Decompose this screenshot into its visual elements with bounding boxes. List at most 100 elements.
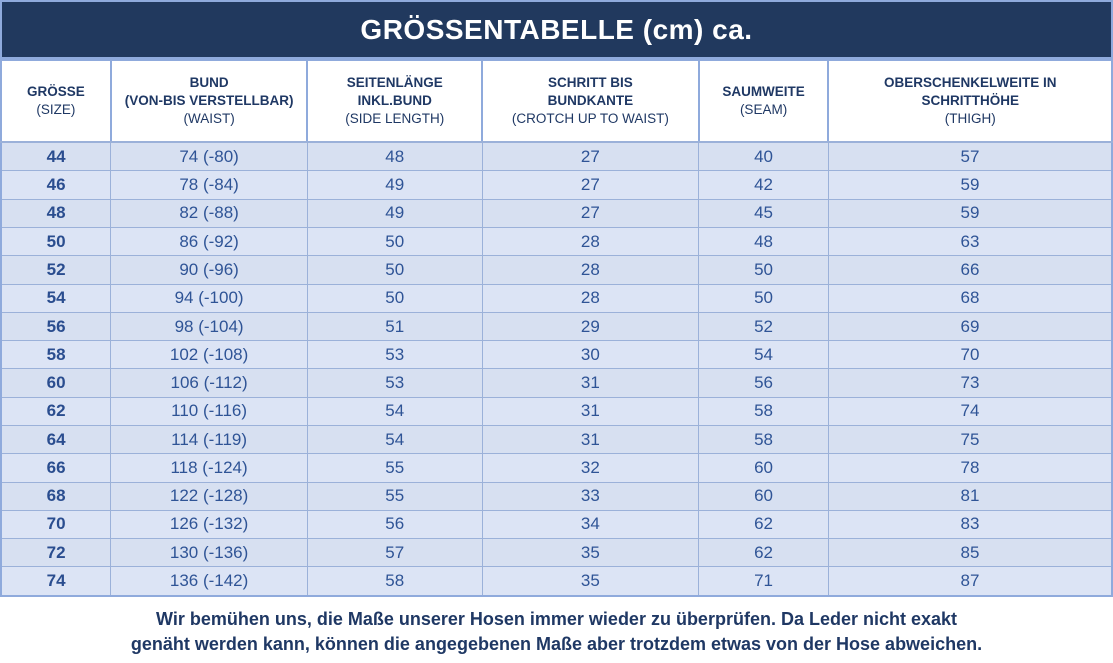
table-row: 46 78 (-84) 49 27 42 59 <box>0 170 1113 200</box>
value-cell: 30 <box>481 340 700 370</box>
value-cell: 78 (-84) <box>110 170 308 200</box>
size-cell: 62 <box>0 396 112 426</box>
value-cell: 60 <box>698 481 829 511</box>
table-row: 62 110 (-116) 54 31 58 74 <box>0 396 1113 426</box>
value-cell: 78 <box>827 453 1113 483</box>
footer-note: Wir bemühen uns, die Maße unserer Hosen … <box>0 597 1113 663</box>
table-row: 52 90 (-96) 50 28 50 66 <box>0 255 1113 285</box>
value-cell: 54 <box>698 340 829 370</box>
value-cell: 69 <box>827 311 1113 342</box>
value-cell: 130 (-136) <box>110 538 308 568</box>
value-cell: 126 (-132) <box>110 509 308 540</box>
value-cell: 27 <box>481 141 700 172</box>
table-row: 54 94 (-100) 50 28 50 68 <box>0 283 1113 313</box>
value-cell: 62 <box>698 509 829 540</box>
value-cell: 56 <box>698 368 829 398</box>
value-cell: 74 <box>827 396 1113 426</box>
table-row: 56 98 (-104) 51 29 52 69 <box>0 311 1113 342</box>
value-cell: 27 <box>481 198 700 229</box>
table-row: 50 86 (-92) 50 28 48 63 <box>0 227 1113 257</box>
size-cell: 52 <box>0 255 112 285</box>
value-cell: 34 <box>481 509 700 540</box>
value-cell: 82 (-88) <box>110 198 308 229</box>
table-row: 68 122 (-128) 55 33 60 81 <box>0 481 1113 511</box>
value-cell: 122 (-128) <box>110 481 308 511</box>
size-cell: 74 <box>0 566 112 597</box>
value-cell: 29 <box>481 311 700 342</box>
value-cell: 98 (-104) <box>110 311 308 342</box>
value-cell: 94 (-100) <box>110 283 308 313</box>
value-cell: 70 <box>827 340 1113 370</box>
value-cell: 52 <box>698 311 829 342</box>
value-cell: 60 <box>698 453 829 483</box>
header-row: GRÖSSE (SIZE) BUND (VON-BIS VERSTELLBAR) (WA… <box>0 61 1113 143</box>
value-cell: 27 <box>481 170 700 200</box>
value-cell: 50 <box>698 255 829 285</box>
value-cell: 49 <box>306 198 483 229</box>
footer-line-1: Wir bemühen uns, die Maße unserer Hosen … <box>155 608 958 629</box>
size-cell: 64 <box>0 424 112 455</box>
value-cell: 28 <box>481 255 700 285</box>
value-cell: 54 <box>306 424 483 455</box>
value-cell: 28 <box>481 227 700 257</box>
value-cell: 68 <box>827 283 1113 313</box>
column-header: SCHRITT BIS BUNDKANTE (CROTCH UP TO WAIST) <box>481 61 700 143</box>
value-cell: 54 <box>306 396 483 426</box>
value-cell: 58 <box>306 566 483 597</box>
value-cell: 53 <box>306 368 483 398</box>
size-cell: 72 <box>0 538 112 568</box>
value-cell: 55 <box>306 453 483 483</box>
table-row: 48 82 (-88) 49 27 45 59 <box>0 198 1113 229</box>
value-cell: 81 <box>827 481 1113 511</box>
value-cell: 85 <box>827 538 1113 568</box>
value-cell: 50 <box>306 227 483 257</box>
value-cell: 102 (-108) <box>110 340 308 370</box>
size-cell: 60 <box>0 368 112 398</box>
title-bar: GRÖSSENTABELLE (cm) ca. <box>0 0 1113 61</box>
size-cell: 58 <box>0 340 112 370</box>
value-cell: 35 <box>481 566 700 597</box>
value-cell: 28 <box>481 283 700 313</box>
size-table: GRÖSSE (SIZE) BUND (VON-BIS VERSTELLBAR) (WA… <box>0 61 1113 597</box>
table-row: 64 114 (-119) 54 31 58 75 <box>0 424 1113 455</box>
value-cell: 31 <box>481 424 700 455</box>
page-title: GRÖSSENTABELLE (cm) ca. <box>360 13 753 45</box>
value-cell: 33 <box>481 481 700 511</box>
value-cell: 62 <box>698 538 829 568</box>
value-cell: 50 <box>306 283 483 313</box>
value-cell: 58 <box>698 424 829 455</box>
value-cell: 106 (-112) <box>110 368 308 398</box>
table-row: 44 74 (-80) 48 27 40 57 <box>0 141 1113 172</box>
value-cell: 50 <box>698 283 829 313</box>
value-cell: 73 <box>827 368 1113 398</box>
table-row: 74 136 (-142) 58 35 71 87 <box>0 566 1113 597</box>
value-cell: 40 <box>698 141 829 172</box>
value-cell: 42 <box>698 170 829 200</box>
value-cell: 51 <box>306 311 483 342</box>
size-cell: 66 <box>0 453 112 483</box>
value-cell: 31 <box>481 396 700 426</box>
value-cell: 50 <box>306 255 483 285</box>
value-cell: 59 <box>827 170 1113 200</box>
table-row: 70 126 (-132) 56 34 62 83 <box>0 509 1113 540</box>
value-cell: 74 (-80) <box>110 141 308 172</box>
value-cell: 110 (-116) <box>110 396 308 426</box>
size-cell: 70 <box>0 509 112 540</box>
value-cell: 58 <box>698 396 829 426</box>
value-cell: 118 (-124) <box>110 453 308 483</box>
size-cell: 54 <box>0 283 112 313</box>
value-cell: 71 <box>698 566 829 597</box>
size-cell: 44 <box>0 141 112 172</box>
size-cell: 68 <box>0 481 112 511</box>
value-cell: 87 <box>827 566 1113 597</box>
value-cell: 35 <box>481 538 700 568</box>
value-cell: 55 <box>306 481 483 511</box>
column-header: GRÖSSE (SIZE) <box>0 61 112 143</box>
column-header: BUND (VON-BIS VERSTELLBAR) (WAIST) <box>109 61 309 143</box>
column-header: OBERSCHENKELWEITE IN SCHRITTHÖHE (THIGH) <box>827 61 1113 143</box>
size-cell: 46 <box>0 170 112 200</box>
footer-line-2: genäht werden kann, können die angegeben… <box>130 634 983 654</box>
value-cell: 32 <box>481 453 700 483</box>
table-row: 60 106 (-112) 53 31 56 73 <box>0 368 1113 398</box>
